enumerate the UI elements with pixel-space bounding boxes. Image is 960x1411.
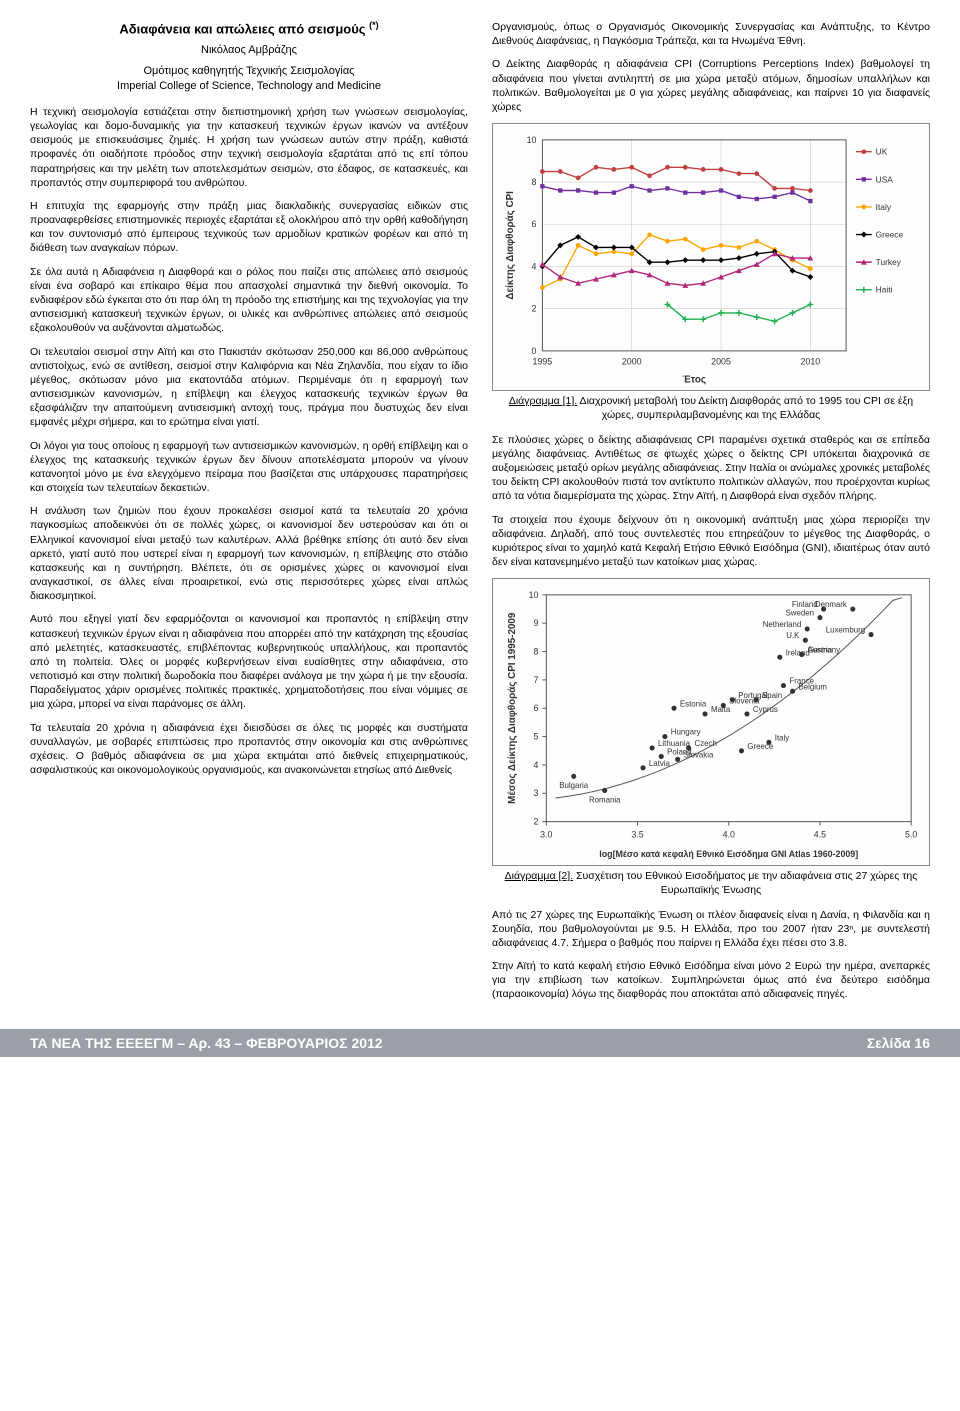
author-name: Νικόλαος Αμβράζης [30,44,468,56]
svg-text:6: 6 [534,703,539,713]
svg-text:5.0: 5.0 [905,830,917,840]
left-column: Αδιαφάνεια και απώλειες από σεισμούς (*)… [30,20,468,1011]
svg-text:2: 2 [534,817,539,827]
svg-text:8: 8 [534,647,539,657]
svg-text:2005: 2005 [711,357,731,367]
paragraph: Τα τελευταία 20 χρόνια η αδιαφάνεια έχει… [30,721,468,778]
svg-text:10: 10 [527,135,537,145]
paragraph: Οργανισμούς, όπως ο Οργανισμός Οικονομικ… [492,20,930,48]
svg-text:Cyprus: Cyprus [753,705,778,714]
svg-text:1995: 1995 [533,357,553,367]
svg-text:4.0: 4.0 [723,830,735,840]
title-sup: (*) [369,20,379,30]
svg-text:U.K: U.K [786,631,800,640]
svg-text:3.0: 3.0 [540,830,552,840]
svg-text:Austria: Austria [808,646,833,655]
svg-text:4: 4 [534,760,539,770]
svg-text:USA: USA [876,174,894,184]
svg-text:2010: 2010 [800,357,820,367]
svg-text:Latvia: Latvia [649,759,671,768]
svg-text:3: 3 [534,788,539,798]
right-column: Οργανισμούς, όπως ο Οργανισμός Οικονομικ… [492,20,930,1011]
left-body: Η τεχνική σεισμολογία εστιάζεται στην δι… [30,105,468,777]
paragraph: Σε όλα αυτά η Αδιαφάνεια η Διαφθορά και … [30,265,468,336]
svg-text:Belgium: Belgium [799,682,828,691]
footer-right: Σελίδα 16 [867,1035,930,1051]
svg-text:Netherland: Netherland [763,620,802,629]
svg-text:Haiti: Haiti [876,285,893,295]
svg-text:6: 6 [532,219,537,229]
svg-text:2000: 2000 [622,357,642,367]
affil-line2: Imperial College of Science, Technology … [117,80,381,92]
svg-text:Czech: Czech [695,739,717,748]
svg-text:Έτος: Έτος [682,374,706,385]
svg-text:4.5: 4.5 [814,830,826,840]
svg-text:8: 8 [532,177,537,187]
svg-text:Luxemburg: Luxemburg [826,626,865,635]
paragraph: Η τεχνική σεισμολογία εστιάζεται στην δι… [30,105,468,190]
chart2-caption: Διάγραμμα [2]. Συσχέτιση του Εθνικού Εισ… [492,870,930,897]
paragraph: Αυτό που εξηγεί γιατί δεν εφαρμόζονται ο… [30,612,468,711]
svg-text:4: 4 [532,261,537,271]
svg-text:Hungary: Hungary [671,728,701,737]
chart2-caption-text: Συσχέτιση του Εθνικού Εισοδήματος με την… [573,870,917,896]
chart1-caption: Διάγραμμα [1]. Διαχρονική μεταβολή του Δ… [492,395,930,422]
svg-text:Romania: Romania [589,796,621,805]
svg-text:Finland: Finland [792,600,818,609]
svg-text:Spain: Spain [762,691,782,700]
right-body-top: Οργανισμούς, όπως ο Οργανισμός Οικονομικ… [492,20,930,114]
paragraph: Τα στοιχεία που έχουμε δείχνουν ότι η οι… [492,513,930,570]
svg-text:Greece: Greece [876,230,904,240]
footer-left: ΤΑ ΝΕΑ ΤΗΣ ΕΕΕΕΓΜ – Αρ. 43 – ΦΕΒΡΟΥΑΡΙΟΣ… [30,1035,383,1051]
svg-text:log[Μέσο κατά κεφαλή Εθνικό Ει: log[Μέσο κατά κεφαλή Εθνικό Εισόδημα GNI… [599,849,858,859]
svg-text:9: 9 [534,618,539,628]
chart1-caption-text: Διαχρονική μεταβολή του Δείκτη Διαφθοράς… [577,395,913,421]
svg-text:Estonia: Estonia [680,699,707,708]
svg-text:Turkey: Turkey [876,257,902,267]
paragraph: Οι λόγοι για τους οποίους η εφαρμογή των… [30,439,468,496]
svg-text:Slovakia: Slovakia [684,751,714,760]
svg-text:Italy: Italy [775,734,790,743]
svg-text:2: 2 [532,304,537,314]
svg-text:UK: UK [876,147,888,157]
paragraph: Η επιτυχία της εφαρμογής στην πράξη μιας… [30,199,468,256]
right-body-bottom: Από τις 27 χώρες της Ευρωπαϊκής Ένωση οι… [492,908,930,1002]
svg-text:Δείκτης Διαφθοράς CPI: Δείκτης Διαφθοράς CPI [505,191,516,300]
chart1-container: 0 2 4 6 8 10 1995 2000 2005 2010 UK USA Italy Greece T… [492,123,930,391]
affil-line1: Ομότιμος καθηγητής Τεχνικής Σεισμολογίας [143,65,354,77]
page-footer: ΤΑ ΝΕΑ ΤΗΣ ΕΕΕΕΓΜ – Αρ. 43 – ΦΕΒΡΟΥΑΡΙΟΣ… [0,1029,960,1057]
svg-text:Sweden: Sweden [786,609,814,618]
affiliation: Ομότιμος καθηγητής Τεχνικής Σεισμολογίας… [30,64,468,93]
svg-text:Italy: Italy [876,202,892,212]
chart1-caption-label: Διάγραμμα [1]. [509,395,577,407]
svg-text:Μέσος Δείκτης Διαφθοράς CPI 19: Μέσος Δείκτης Διαφθοράς CPI 1995-2009 [507,612,518,804]
paragraph: Οι τελευταίοι σεισμοί στην Αϊτή και στο … [30,345,468,430]
svg-text:10: 10 [529,590,539,600]
paragraph: Η ανάλυση των ζημιών που έχουν προκαλέσε… [30,504,468,603]
svg-text:Denmark: Denmark [815,600,847,609]
paragraph: Από τις 27 χώρες της Ευρωπαϊκής Ένωση οι… [492,908,930,951]
paragraph: Σε πλούσιες χώρες ο δείκτης αδιαφάνειας … [492,433,930,504]
page-columns: Αδιαφάνεια και απώλειες από σεισμούς (*)… [30,20,930,1011]
right-body-mid: Σε πλούσιες χώρες ο δείκτης αδιαφάνειας … [492,433,930,570]
paragraph: Ο Δείκτης Διαφθοράς η αδιαφάνεια CPI (Co… [492,57,930,114]
svg-text:0: 0 [532,346,537,356]
svg-text:3.5: 3.5 [631,830,643,840]
chart2-svg: 2 3 4 5 6 7 8 9 10 3.0 3.5 4.0 4.5 5.0 BulgariaRomania… [499,585,923,861]
svg-text:7: 7 [534,675,539,685]
svg-text:Ireland: Ireland [786,648,810,657]
article-title: Αδιαφάνεια και απώλειες από σεισμούς (*) [30,20,468,36]
chart2-caption-label: Διάγραμμα [2]. [505,870,573,882]
svg-text:5: 5 [534,732,539,742]
title-main: Αδιαφάνεια και απώλειες από σεισμούς [119,21,369,36]
svg-text:Bulgaria: Bulgaria [559,781,589,790]
chart2-container: 2 3 4 5 6 7 8 9 10 3.0 3.5 4.0 4.5 5.0 BulgariaRomania… [492,578,930,866]
chart1-svg: 0 2 4 6 8 10 1995 2000 2005 2010 UK USA Italy Greece T… [499,130,923,386]
paragraph: Στην Αϊτή το κατά κεφαλή ετήσιο Εθνικό Ε… [492,959,930,1002]
